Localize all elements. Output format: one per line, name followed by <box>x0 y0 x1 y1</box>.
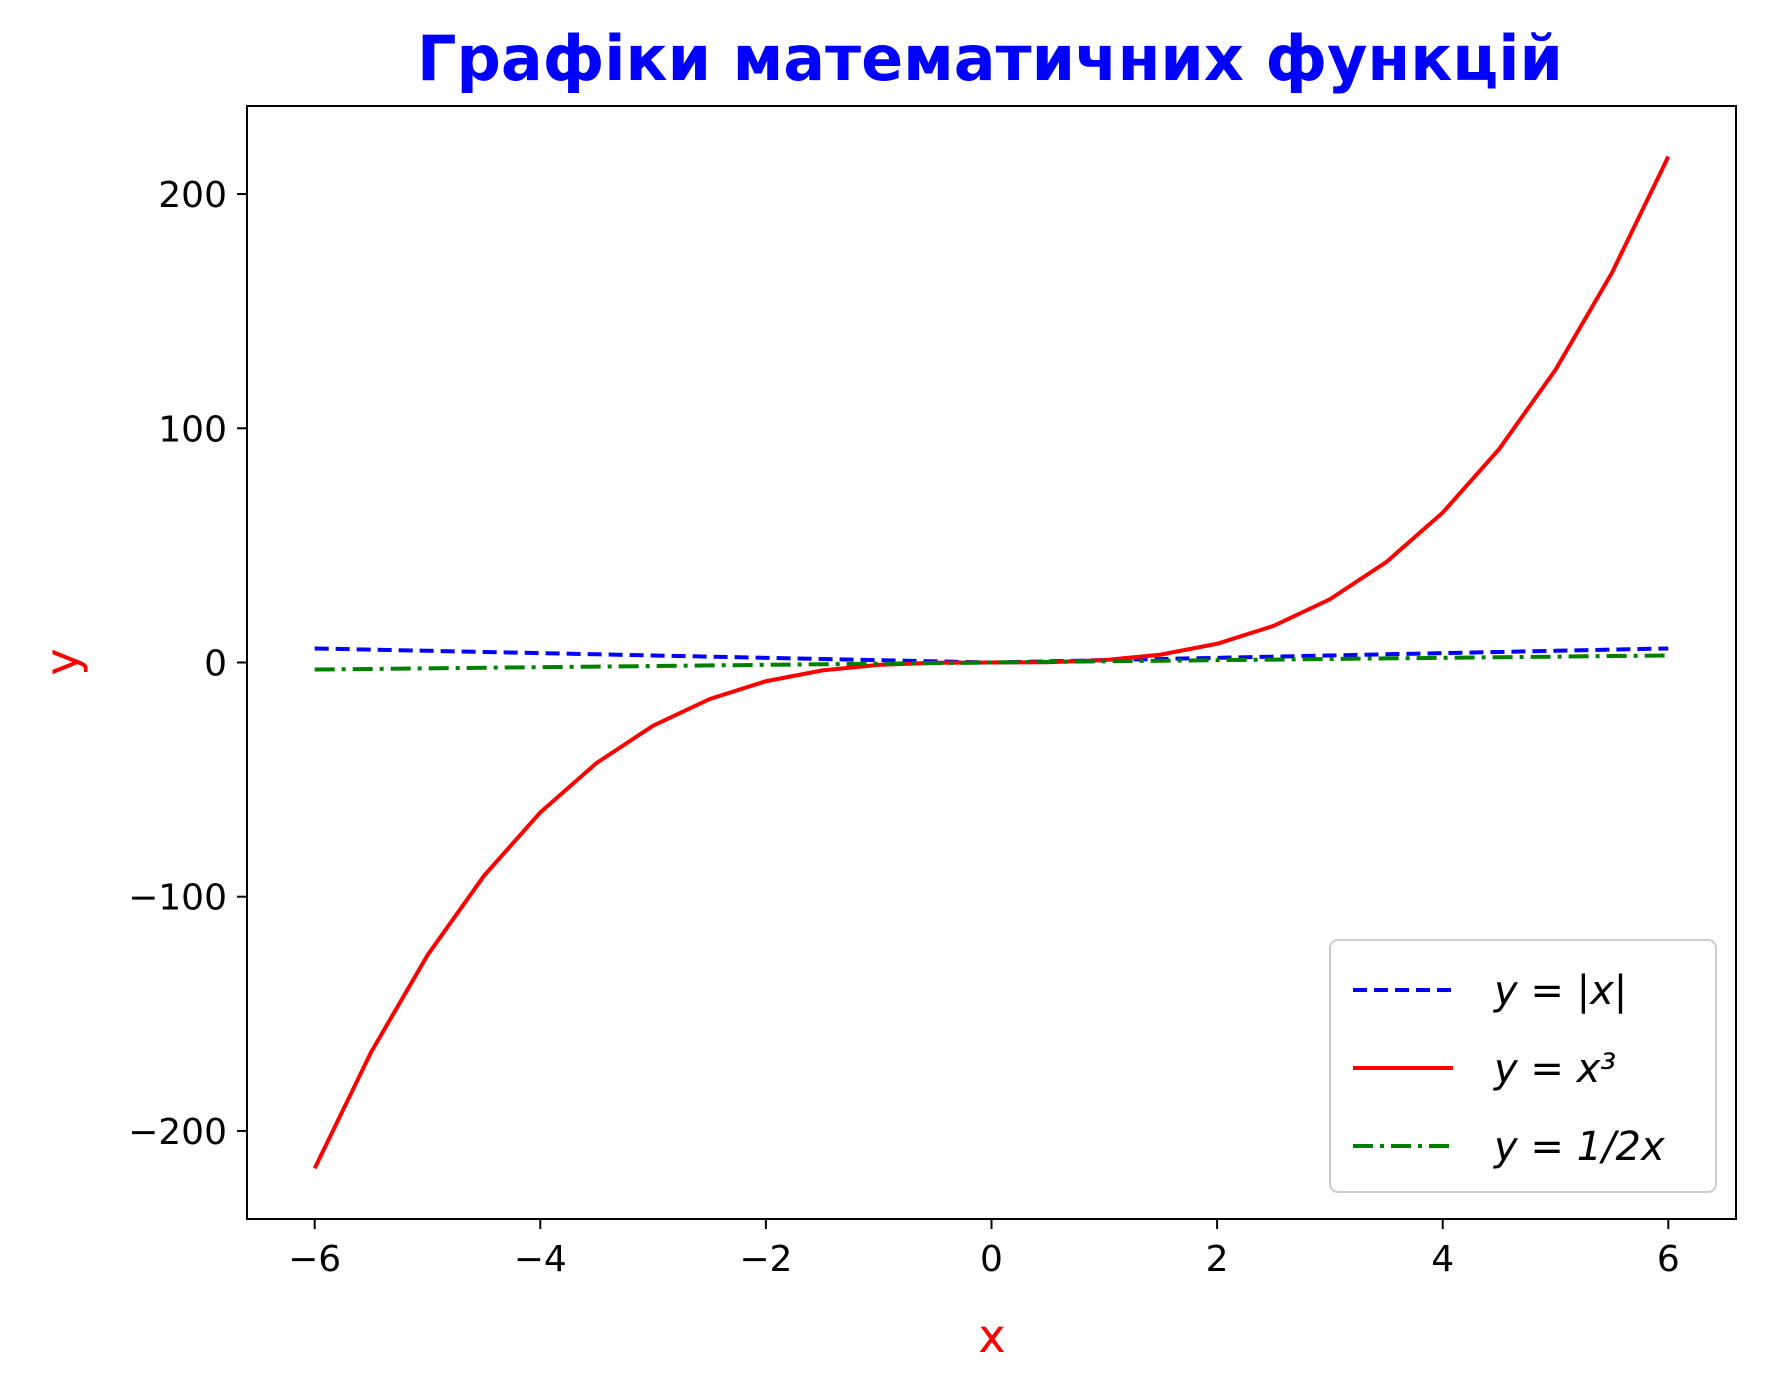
y-tick-label: −100 <box>128 878 227 919</box>
x-tick-label: 2 <box>1206 1239 1229 1280</box>
x-tick-label: −6 <box>288 1239 341 1280</box>
legend-label-0: y = |x| <box>1493 968 1627 1014</box>
legend-box <box>1329 939 1717 1193</box>
y-tick-label: −200 <box>128 1112 227 1153</box>
chart-title: Графіки математичних функцій <box>417 22 1563 95</box>
legend: y = |x| y = x³ y = 1/2x <box>1329 939 1717 1193</box>
legend-label-1: y = x³ <box>1493 1046 1616 1092</box>
x-axis-ticks: −6 −4 −2 0 2 4 6 <box>288 1219 1680 1280</box>
x-tick-label: 4 <box>1431 1239 1454 1280</box>
x-axis-label: x <box>978 1309 1005 1363</box>
x-tick-label: 0 <box>980 1239 1003 1280</box>
y-tick-label: 100 <box>158 409 227 450</box>
x-tick-label: −2 <box>739 1239 792 1280</box>
x-tick-label: 6 <box>1657 1239 1680 1280</box>
legend-items: y = |x| y = x³ y = 1/2x <box>1353 968 1665 1170</box>
x-tick-label: −4 <box>514 1239 567 1280</box>
y-tick-label: 200 <box>158 175 227 216</box>
series-line-0 <box>314 646 1669 665</box>
y-tick-label: 0 <box>204 644 227 685</box>
series-line-2 <box>314 653 1669 672</box>
y-axis-ticks: −200 −100 0 100 200 <box>128 175 247 1153</box>
legend-label-2: y = 1/2x <box>1493 1124 1665 1170</box>
series-layer <box>312 155 1671 1170</box>
y-axis-label: y <box>35 648 89 675</box>
